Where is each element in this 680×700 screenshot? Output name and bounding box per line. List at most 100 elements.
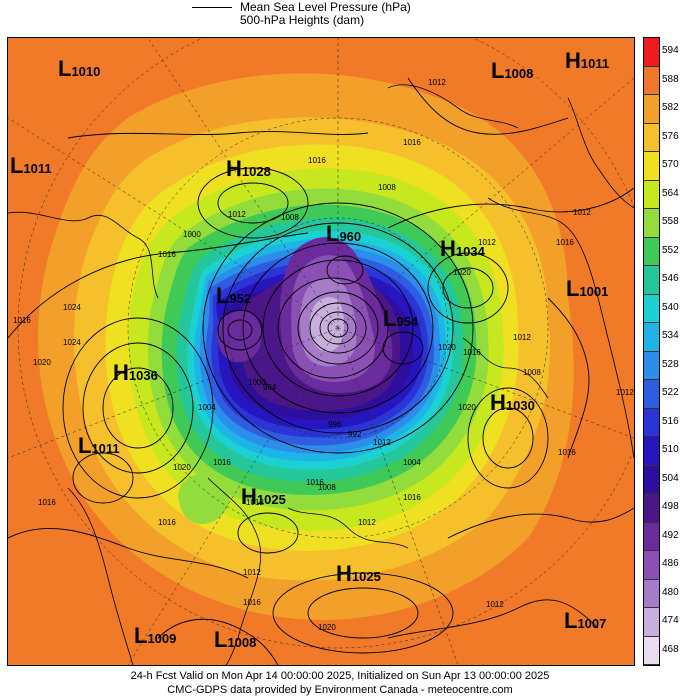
colorbar-cell (644, 95, 659, 124)
colorbar-tick-label: 528 (662, 358, 679, 370)
low-pressure-center: L1008 (214, 627, 257, 652)
isobar-label: 1016 (403, 138, 421, 147)
colorbar-tick-label: 504 (662, 472, 679, 484)
isobar-label: 1012 (358, 518, 376, 527)
isobar-label: 992 (348, 430, 362, 439)
isobar (427, 252, 509, 324)
isobar (297, 291, 379, 365)
low-pressure-center: L1008 (491, 58, 534, 83)
isobar (8, 232, 309, 339)
colorbar-tick-label: 552 (662, 244, 679, 256)
isobar-label: 1016 (158, 250, 176, 259)
isobar (482, 407, 534, 469)
colorbar-tick-label: 522 (662, 387, 679, 399)
low-pressure-center: L1011 (10, 153, 52, 178)
colorbar-cell (644, 351, 659, 380)
isobar-label: 1020 (458, 403, 476, 412)
isobar (382, 331, 424, 365)
isobar-label: 1020 (33, 358, 51, 367)
isobar (82, 342, 194, 474)
low-pressure-center: L1009 (134, 623, 177, 648)
colorbar-cell (644, 380, 659, 409)
colorbar-tick-label: 564 (662, 187, 679, 199)
isobar-label: 1008 (378, 183, 396, 192)
isobar (387, 599, 599, 639)
isobar-label: 1004 (198, 403, 216, 412)
chart-legend: Mean Sea Level Pressure (hPa) 500-hPa He… (0, 0, 680, 36)
colorbar-tick-label: 588 (662, 73, 679, 85)
forecast-valid-caption: 24-h Fcst Valid on Mon Apr 14 00:00:00 2… (130, 670, 550, 682)
isobar-label: 1012 (228, 210, 246, 219)
meridian (147, 38, 339, 329)
isobar-label: 1020 (453, 268, 471, 277)
low-pressure-center: L960 (326, 221, 362, 246)
isobar-label: 1012 (373, 438, 391, 447)
isobar-label: 984 (263, 383, 277, 392)
isobar-label: 1016 (38, 498, 56, 507)
isobar (326, 255, 364, 285)
isobar (227, 319, 253, 341)
high-pressure-center: H1011 (565, 48, 610, 73)
colorbar-cell (644, 494, 659, 523)
isobar (237, 512, 299, 554)
isobar-label: 1004 (403, 458, 421, 467)
isobar-label: 1012 (246, 498, 264, 507)
high-pressure-center: H1036 (113, 360, 158, 385)
legend-mslp-label: Mean Sea Level Pressure (hPa) (240, 0, 411, 14)
low-pressure-center: L1001 (566, 276, 609, 301)
isobar-label: 1012 (486, 600, 504, 609)
colorbar-tick-label: 546 (662, 273, 679, 285)
colorbar-tick-label: 486 (662, 558, 679, 570)
isobar (222, 222, 454, 434)
height-band-474 (310, 297, 345, 352)
isobar (217, 309, 263, 351)
isobar-label: 1016 (463, 348, 481, 357)
isobar-label: 1016 (213, 458, 231, 467)
coastline (207, 477, 262, 665)
isobar (242, 242, 434, 414)
colorbar-cell (644, 408, 659, 437)
isobar-label: 1000 (183, 230, 201, 239)
isobar-label: 1016 (403, 493, 421, 502)
high-pressure-center: H1034 (440, 236, 485, 261)
isobar (327, 318, 349, 338)
isobar-label: 996 (328, 420, 342, 429)
isobar (407, 77, 569, 135)
isobar-label: 1000 (248, 378, 266, 387)
high-pressure-center: H1025 (241, 484, 286, 509)
colorbar-tick-label: 468 (662, 643, 679, 655)
isobar-label: 1012 (243, 568, 261, 577)
isobar (8, 527, 249, 579)
height-field (8, 38, 634, 665)
isobar-label: 1024 (63, 303, 81, 312)
colorbar-cell (644, 636, 659, 665)
isobar (217, 182, 289, 224)
latlon-grid (8, 38, 634, 665)
isobar (67, 131, 369, 139)
isobars (8, 77, 634, 665)
colorbar-cell (644, 266, 659, 295)
colorbar-cell (644, 323, 659, 352)
isobar (319, 311, 357, 345)
colorbar-cell (644, 465, 659, 494)
legend-heights-label: 500-hPa Heights (dam) (240, 13, 365, 27)
isobar-label: 1012 (428, 78, 446, 87)
colorbar-cell (644, 579, 659, 608)
meridian (8, 327, 339, 459)
colorbar-tick-label: 492 (662, 529, 679, 541)
colorbar-tick-label: 498 (662, 501, 679, 513)
colorbar-cell (644, 551, 659, 580)
isobar-label: 1020 (318, 623, 336, 632)
colorbar-cell (644, 180, 659, 209)
meridian (337, 327, 634, 439)
isobar-label: 1012 (478, 238, 496, 247)
colorbar-cell (644, 294, 659, 323)
colorbar-tick-label: 480 (662, 586, 679, 598)
isobar (387, 187, 634, 229)
meridian (8, 117, 339, 329)
coastline (487, 197, 634, 459)
low-pressure-center: L1011 (78, 433, 120, 458)
isobar-label: 1012 (573, 208, 591, 217)
coastline (462, 337, 549, 399)
isobar (547, 297, 590, 459)
